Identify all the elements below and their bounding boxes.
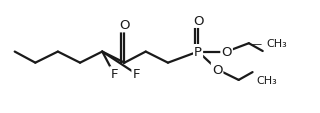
Text: O: O (221, 46, 232, 59)
Text: CH₃: CH₃ (257, 75, 277, 85)
Text: P: P (194, 46, 202, 59)
Text: O: O (119, 19, 130, 32)
Text: F: F (110, 68, 118, 81)
Text: F: F (132, 68, 140, 81)
Text: O: O (212, 63, 222, 76)
Text: O: O (193, 15, 203, 28)
Text: CH₃: CH₃ (267, 39, 287, 49)
Text: —: — (251, 39, 262, 49)
